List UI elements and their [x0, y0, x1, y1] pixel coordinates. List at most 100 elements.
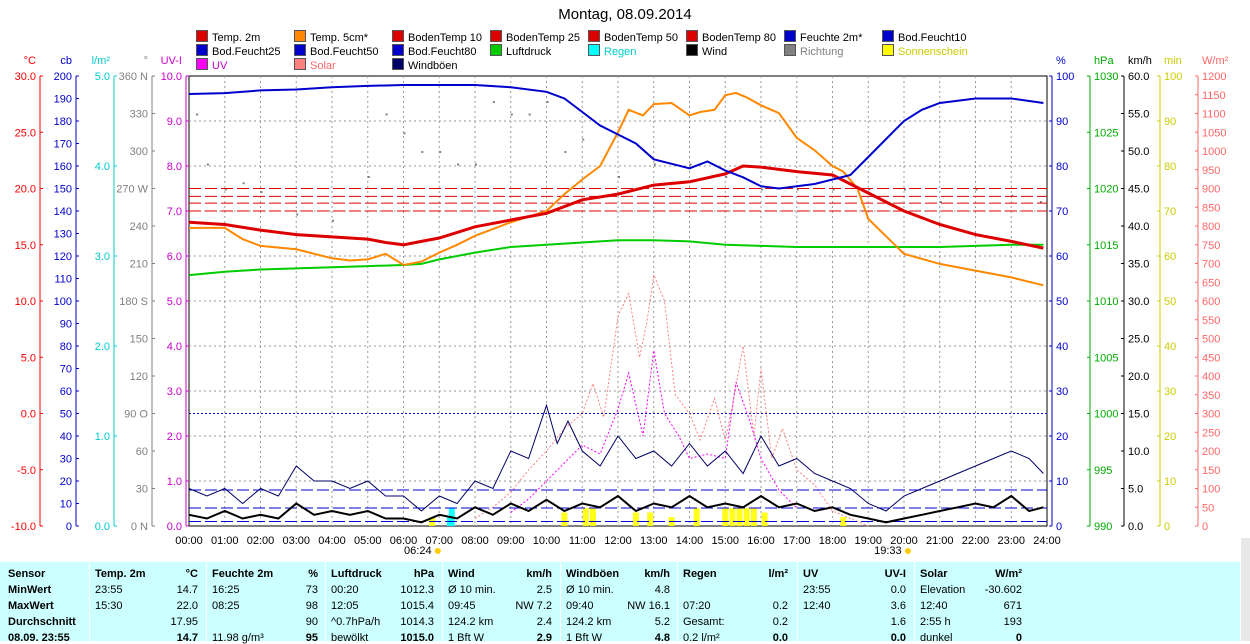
left-axis-4-tick: 7.0: [167, 206, 182, 218]
stats-unit: °C: [185, 568, 198, 580]
chart-title: Montag, 08.09.2014: [558, 6, 692, 23]
right-axis-3-tick: 90: [1164, 116, 1176, 128]
stats-cell-value: 1012.3: [400, 584, 434, 596]
stats-cell-value: 0.2: [772, 616, 788, 628]
series-richtung-point: [421, 151, 424, 153]
stats-cell-info: 09:40: [566, 600, 594, 612]
right-axis-3-tick: 50: [1164, 296, 1176, 308]
right-axis-2-tick: 35.0: [1128, 259, 1149, 271]
stats-cell-value: 0.0: [890, 632, 906, 644]
legend-item: Luftdruck: [490, 44, 551, 58]
stats-header: Regen: [683, 568, 717, 580]
stats-cell-value: 14.7: [176, 632, 198, 644]
legend-item: Bod.Feucht50: [294, 44, 379, 58]
left-axis-3-tick: 90 O: [124, 409, 148, 421]
right-axis-4-tick: 800: [1202, 221, 1220, 233]
stats-row-label: MaxWert: [8, 600, 54, 612]
stats-cell-value: 22.0: [176, 600, 198, 612]
stats-cell-value: 17.95: [170, 616, 198, 628]
left-axis-4-tick: 9.0: [167, 116, 182, 128]
right-axis-4-tick: 650: [1202, 277, 1220, 289]
left-axis-2-tick: 4.0: [95, 161, 110, 173]
right-axis-3-tick: 100: [1164, 71, 1182, 83]
stats-cell-value: 4.8: [654, 632, 670, 644]
right-axis-0-tick: 50: [1056, 296, 1068, 308]
right-axis-3-tick: 80: [1164, 161, 1176, 173]
stats-divider: [442, 562, 443, 641]
left-axis-4-tick: 10.0: [161, 71, 182, 83]
series-sonnenschein-bar: [743, 508, 750, 526]
left-axis-3-tick: 210: [130, 259, 148, 271]
legend-swatch: [196, 58, 208, 70]
stats-cell-value: NW 16.1: [627, 600, 670, 612]
left-axis-2-tick: 0.0: [95, 521, 110, 533]
left-axis-4-tick: 0.0: [167, 521, 182, 533]
right-axis-2-tick: 20.0: [1128, 371, 1149, 383]
right-axis-2-unit: km/h: [1128, 55, 1152, 67]
series-sonnenschein-bar: [693, 508, 700, 526]
stats-cell-info: 0.2 l/m²: [683, 632, 720, 644]
stats-cell-value: 671: [1003, 600, 1022, 612]
stats-cell-info: 16:25: [212, 584, 240, 596]
right-axis-4-tick: 1050: [1202, 127, 1226, 139]
right-axis-4-tick: 150: [1202, 465, 1220, 477]
legend-swatch: [784, 30, 796, 42]
legend-item: Bod.Feucht25: [196, 44, 281, 58]
series-richtung-point: [224, 188, 227, 191]
x-tick-label: 09:00: [497, 535, 525, 547]
right-axis-4-tick: 950: [1202, 165, 1220, 177]
stats-cell-info: 09:45: [448, 600, 476, 612]
legend-swatch: [686, 30, 698, 42]
stats-unit: km/h: [644, 568, 670, 580]
right-axis-0-tick: 20: [1056, 431, 1068, 443]
stats-cell-value: 0.0: [772, 632, 788, 644]
vertical-scrollbar[interactable]: [1241, 538, 1250, 641]
legend-label: Temp. 2m: [212, 32, 261, 44]
stats-cell-value: 1.6: [890, 616, 906, 628]
legend-swatch: [490, 30, 502, 42]
series-richtung-point: [832, 188, 835, 191]
right-axis-4-tick: 50: [1202, 502, 1214, 514]
left-axis-2-unit: l/m²: [92, 55, 111, 67]
series-sonnenschein-bar: [729, 508, 736, 526]
right-axis-2-tick: 5.0: [1128, 484, 1143, 496]
stats-cell-value: 2.5: [536, 584, 552, 596]
left-axis-1-tick: 160: [54, 161, 72, 173]
stats-cell-value: NW 7.2: [515, 600, 552, 612]
left-axis-0-tick: 0.0: [21, 409, 36, 421]
x-tick-label: 21:00: [926, 535, 954, 547]
series-richtung-point: [367, 176, 370, 178]
right-axis-4-tick: 850: [1202, 202, 1220, 214]
series-richtung-point: [510, 113, 513, 116]
stats-header: Feuchte 2m: [212, 568, 274, 580]
left-axis-4-tick: 8.0: [167, 161, 182, 173]
left-axis-0-tick: 30.0: [15, 71, 36, 83]
legend-label: Regen: [604, 46, 637, 58]
right-axis-4-tick: 0: [1202, 521, 1208, 533]
left-axis-0-tick: 20.0: [15, 184, 36, 196]
left-axis-1-tick: 150: [54, 184, 72, 196]
right-axis-0-tick: 30: [1056, 386, 1068, 398]
stats-unit: %: [308, 568, 318, 580]
series-sonnenschein-bar: [589, 508, 596, 526]
series-richtung-point: [689, 163, 692, 166]
right-axis-4-tick: 350: [1202, 390, 1220, 402]
stats-unit: UV-I: [884, 568, 906, 580]
left-axis-0-tick: -5.0: [17, 465, 36, 477]
left-axis-3-tick: 240: [130, 221, 148, 233]
stats-cell-info: 12:40: [920, 600, 948, 612]
right-axis-0-tick: 10: [1056, 476, 1068, 488]
series-richtung-point: [492, 101, 495, 103]
stats-cell-value: 3.6: [890, 600, 906, 612]
right-axis-4-tick: 200: [1202, 446, 1220, 458]
legend-item: Regen: [588, 44, 636, 58]
left-axis-4-unit: UV-I: [161, 55, 182, 67]
series-solar-line: [474, 272, 869, 527]
left-axis-0-tick: -10.0: [11, 521, 36, 533]
left-axis-1-tick: 50: [60, 409, 72, 421]
sunset-label: 19:33: [874, 545, 902, 557]
series-windb-en-line: [188, 403, 1044, 512]
legend-item: Wind: [686, 44, 727, 58]
left-axis-2-tick: 5.0: [95, 71, 110, 83]
right-axis-0-tick: 80: [1056, 161, 1068, 173]
